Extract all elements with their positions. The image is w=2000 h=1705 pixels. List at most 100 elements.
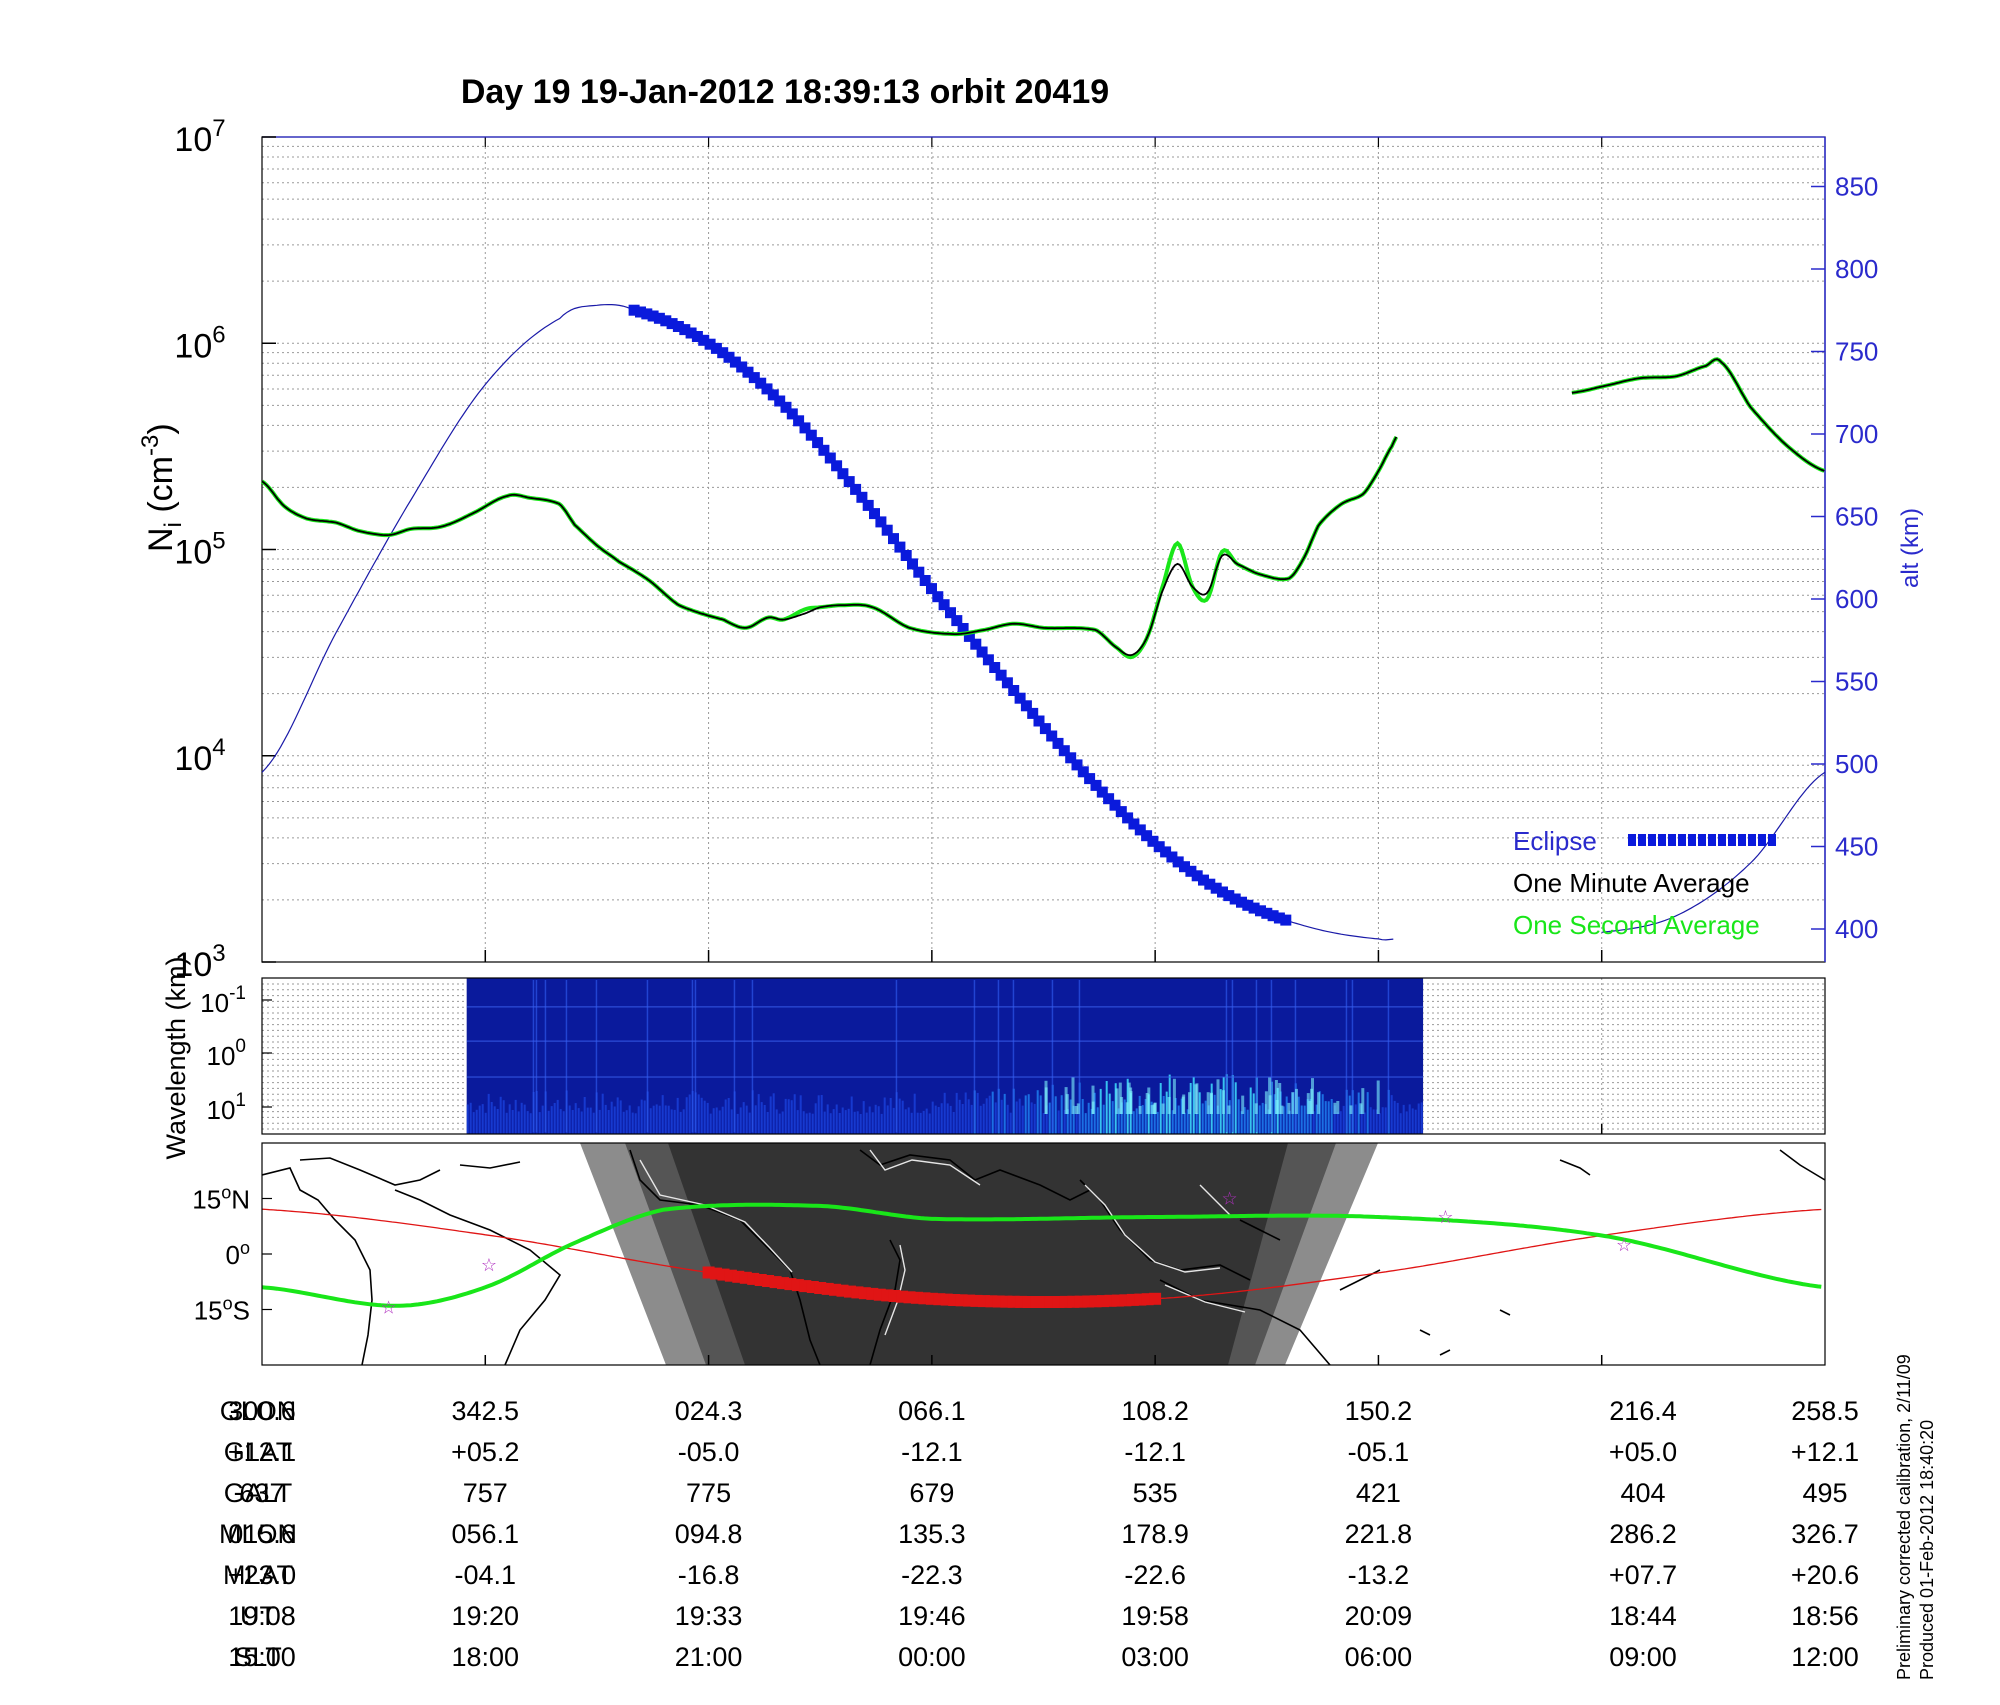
coastline: [629, 1149, 821, 1365]
spectro-streak: [547, 1110, 550, 1134]
spectro-streak: [826, 1104, 829, 1134]
spectro-streak: [1216, 1105, 1219, 1134]
spectro-vertical-streak: [733, 980, 736, 1132]
spectro-streak: [682, 1109, 685, 1134]
eclipse-mark: [1204, 878, 1216, 890]
legend-eclipse-mark: [1768, 834, 1776, 846]
spectro-bright: [1182, 1094, 1186, 1114]
density-series: [260, 357, 1826, 660]
legend-second-label: One Second Average: [1513, 910, 1760, 940]
spectro-ytick-label: 100: [207, 1036, 247, 1071]
spectro-streak: [1390, 1095, 1393, 1134]
spectro-streak: [1048, 1102, 1051, 1134]
spectro-streak: [772, 1093, 775, 1134]
spectro-bright: [1194, 1084, 1198, 1114]
eclipse-mark: [1058, 745, 1070, 757]
spectro-streak: [1087, 1102, 1090, 1134]
table-row-label: GLAT: [224, 1437, 293, 1467]
spectro-streak: [1030, 1102, 1033, 1134]
table-cell: 19:08: [228, 1601, 296, 1631]
eclipse-mark: [1027, 707, 1039, 719]
table-cell: +12.1: [1791, 1437, 1859, 1467]
table-cell: 06:00: [1345, 1642, 1413, 1672]
spectro-bright: [1206, 1092, 1210, 1114]
spectro-streak: [1072, 1105, 1075, 1134]
spectro-streak: [742, 1102, 745, 1134]
star-marker: ☆: [1437, 1207, 1453, 1227]
spectro-streak: [898, 1098, 901, 1134]
spectro-streak: [847, 1108, 850, 1134]
legend-eclipse-label: Eclipse: [1513, 826, 1597, 856]
spectro-streak: [1414, 1109, 1417, 1134]
eclipse-mark: [1255, 905, 1266, 917]
spectro-streak: [949, 1105, 952, 1134]
spectro-streak: [856, 1111, 859, 1134]
spectro-bright: [1145, 1093, 1149, 1114]
eclipse-mark: [647, 310, 659, 322]
spectro-bright: [1216, 1079, 1220, 1114]
eclipse-mark: [755, 377, 767, 389]
eclipse-mark: [831, 460, 843, 472]
spectro-streak: [559, 1109, 562, 1134]
table-cell: 421: [1356, 1478, 1401, 1508]
spectro-streak: [1156, 1111, 1159, 1134]
spectro-streak: [613, 1106, 616, 1134]
table-cell: -16.8: [678, 1560, 740, 1590]
spectro-streak: [664, 1105, 667, 1134]
eclipse-mark: [1046, 730, 1058, 742]
spectro-streak: [889, 1098, 892, 1134]
star-marker: ☆: [380, 1298, 396, 1318]
spectro-streak: [1060, 1095, 1063, 1134]
eclipse-mark: [717, 347, 729, 359]
table-cell: 258.5: [1791, 1396, 1859, 1426]
spectro-streak: [1006, 1104, 1009, 1134]
spectro-streak: [508, 1104, 511, 1134]
spectro-bright: [1065, 1094, 1069, 1114]
eclipse-mark: [1008, 685, 1020, 696]
coastline-night: [869, 1149, 981, 1186]
spectro-streak: [1258, 1105, 1261, 1134]
spectro-streak: [562, 1111, 565, 1134]
eclipse-mark: [628, 304, 640, 316]
spectro-streak: [493, 1106, 496, 1134]
spectro-streak: [967, 1099, 970, 1134]
spectro-streak: [1177, 1105, 1180, 1134]
eclipse-mark: [1223, 890, 1235, 902]
table-cell: 03:00: [1121, 1642, 1189, 1672]
spectro-vertical-streak: [691, 980, 694, 1132]
spectro-streak: [796, 1110, 799, 1134]
legend-minute-label: One Minute Average: [1513, 868, 1750, 898]
star-markers: ☆ ☆ ☆ ☆ ☆: [380, 1189, 1632, 1318]
spectro-streak: [487, 1093, 490, 1134]
spectro-streak: [472, 1112, 475, 1134]
spectro-streak: [976, 1092, 979, 1134]
eclipse-mark: [1191, 870, 1203, 882]
spectro-streak: [1021, 1105, 1024, 1134]
spectro-hline: [466, 1006, 1424, 1008]
spectro-vertical-streak: [1231, 980, 1234, 1132]
spectro-streak: [769, 1096, 772, 1134]
spectro-bright: [1161, 1103, 1165, 1114]
legend-eclipse-mark: [1708, 834, 1716, 846]
table-cell: 300.6: [228, 1396, 296, 1426]
spectro-streak: [913, 1093, 916, 1134]
table-cell: 108.2: [1121, 1396, 1189, 1426]
spectro-streak: [850, 1096, 853, 1134]
spectro-streak: [1363, 1112, 1366, 1134]
spectro-streak: [1312, 1111, 1315, 1134]
coastline: [1559, 1159, 1591, 1176]
spectro-bright: [1280, 1105, 1284, 1114]
legend: Eclipse One Minute Average One Second Av…: [1513, 826, 1776, 940]
spectro-streak: [511, 1110, 514, 1134]
spectro-streak: [589, 1107, 592, 1134]
map-panel: ☆ ☆ ☆ ☆ ☆ 15oN 0o 15oS: [192, 1142, 1826, 1366]
spectro-streak: [844, 1110, 847, 1134]
spectro-vertical-streak: [1270, 980, 1273, 1132]
table-cell: 024.3: [675, 1396, 743, 1426]
spectro-bright: [1376, 1080, 1380, 1114]
spectro-streak: [1372, 1109, 1375, 1134]
eclipse-mark: [1185, 865, 1197, 877]
eclipse-mark: [1014, 692, 1026, 704]
table-cell: 286.2: [1609, 1519, 1677, 1549]
spectro-streak: [940, 1103, 943, 1134]
